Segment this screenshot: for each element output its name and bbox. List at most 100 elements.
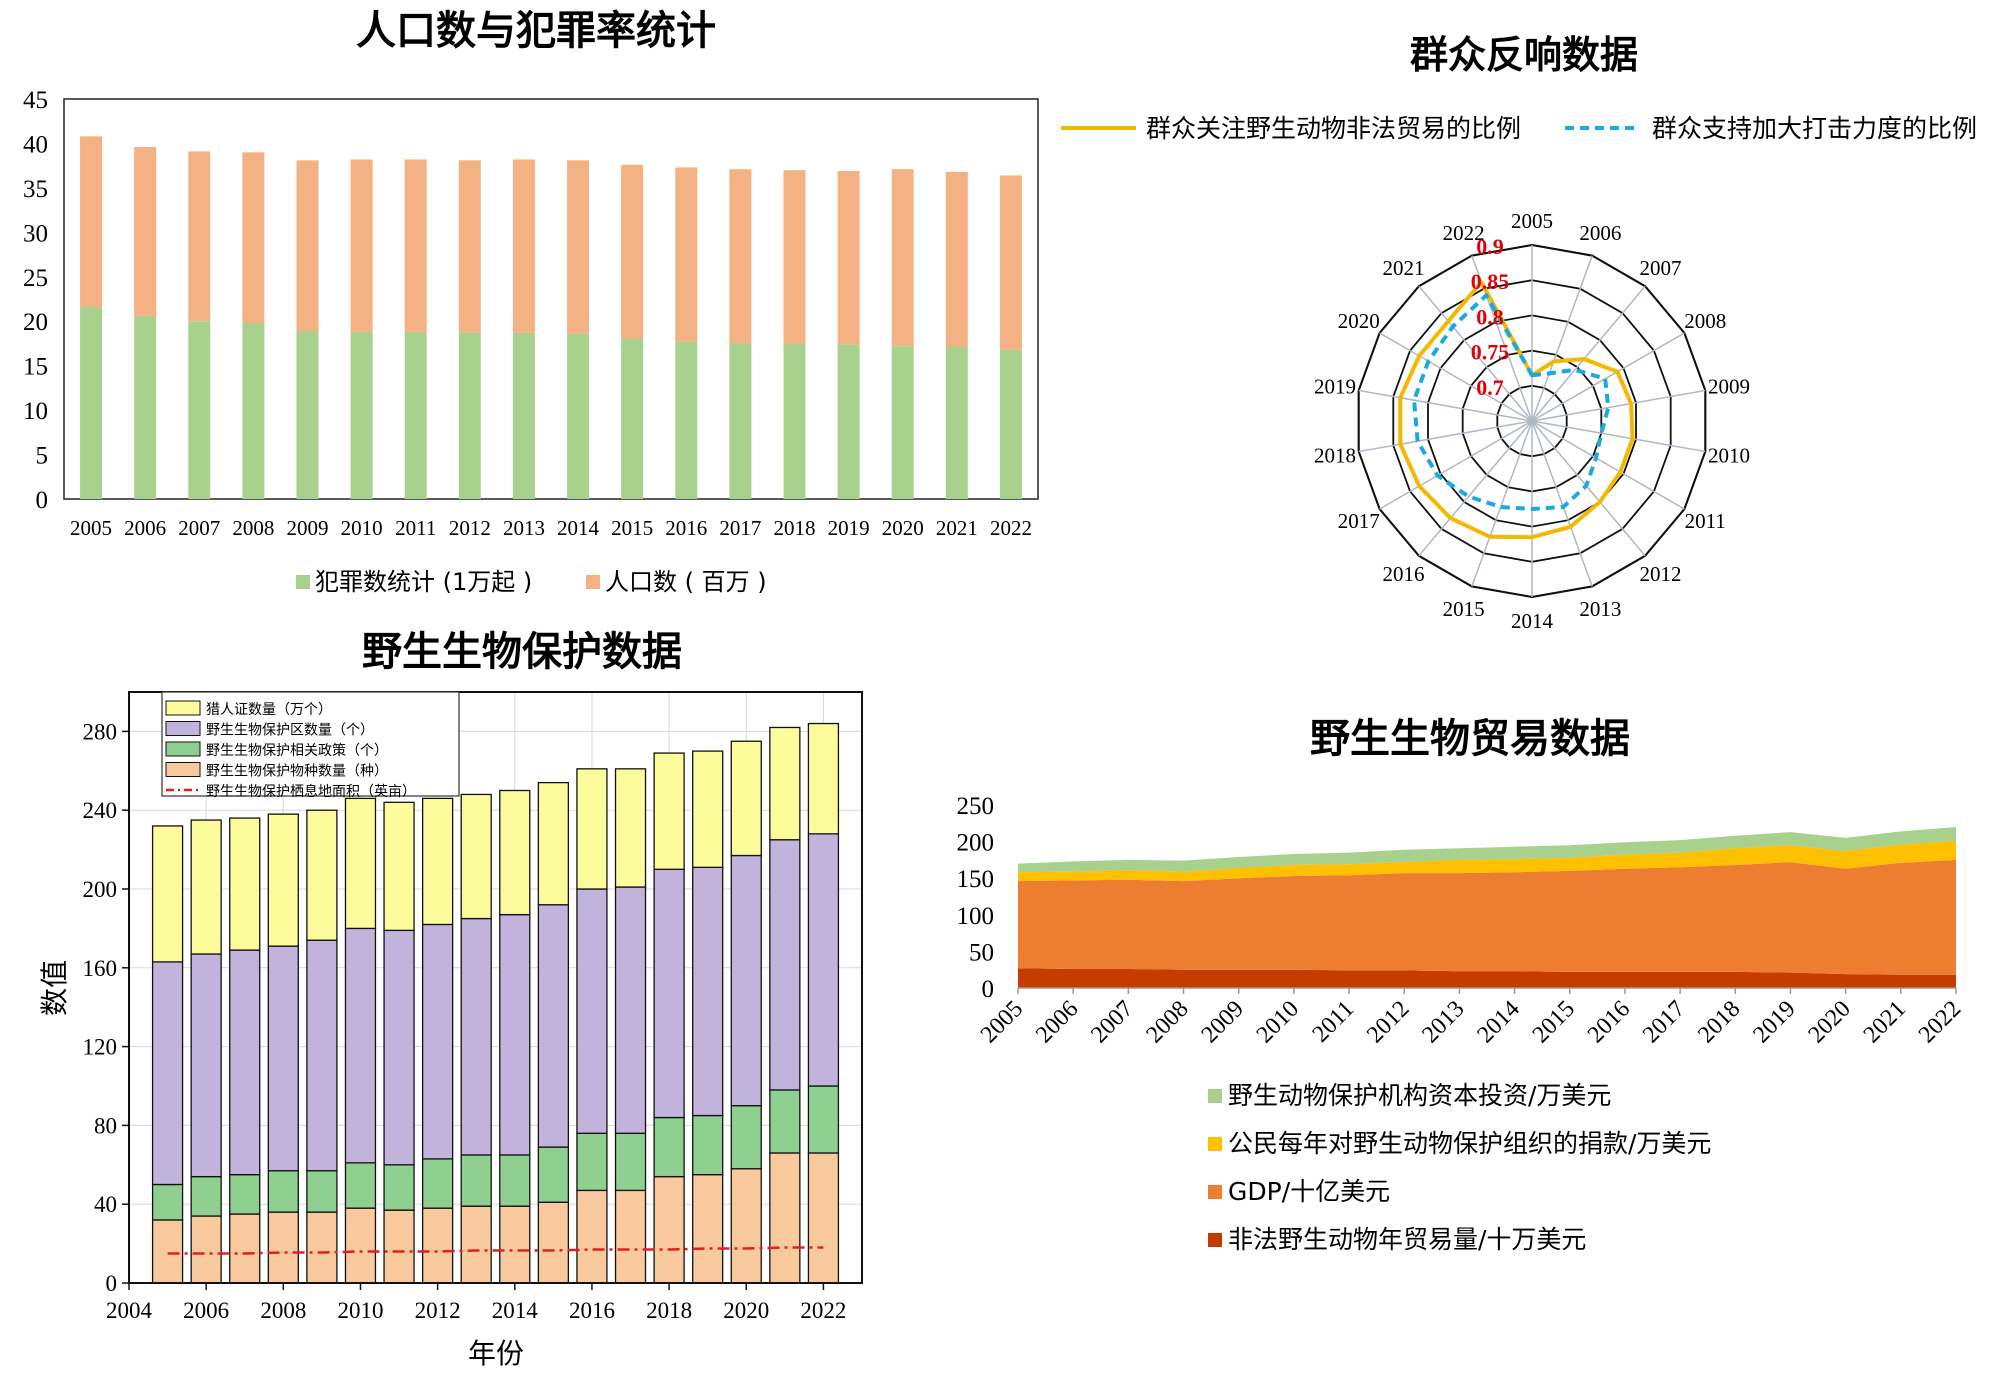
chart3-bar-policy — [151, 1183, 184, 1221]
chart1-bar-crime — [891, 346, 914, 499]
chart3-xtick-label: 2020 — [723, 1298, 769, 1323]
chart3-bar-species — [306, 1211, 338, 1284]
chart2-legend: 群众关注野生动物非法贸易的比例 群众支持加大打击力度的比例 — [1061, 114, 1977, 143]
chart2-axis-label: 2016 — [1382, 562, 1424, 586]
chart1-ytick-label: 10 — [23, 398, 48, 425]
chart3-bar-policy — [614, 1132, 647, 1192]
chart3-bar-species — [267, 1211, 299, 1284]
chart1-ytick-label: 0 — [36, 487, 49, 514]
chart2-spoke — [1531, 332, 1685, 422]
chart1-bar-population — [134, 147, 157, 316]
chart2-spoke — [1531, 420, 1593, 587]
chart3-title: 野生生物保护数据 — [362, 629, 682, 675]
chart3-bar-license — [229, 817, 261, 951]
chart2-spoke — [1531, 420, 1685, 510]
chart1-bar-crime — [783, 343, 806, 499]
chart2-axis-label: 2006 — [1579, 221, 1621, 245]
chart3-bar-license — [344, 797, 377, 930]
chart3-legend-swatch — [165, 762, 201, 777]
chart4-xtick-label: 2005 — [976, 996, 1028, 1048]
chart3-bar-license — [151, 825, 184, 963]
chart1-bar-population — [945, 171, 968, 347]
chart3-bar-reserve — [460, 917, 492, 1156]
chart1-bar-population — [404, 159, 427, 332]
chart3-ytick-label: 0 — [106, 1271, 118, 1296]
chart2-axis-label: 2021 — [1382, 256, 1424, 280]
chart1-xtick-label: 2007 — [178, 516, 220, 540]
chart3-bar-license — [692, 750, 724, 868]
chart3-bar-license — [460, 793, 492, 920]
chart2-ring-label: 0.9 — [1476, 234, 1504, 259]
chart4-xtick-label: 2019 — [1748, 996, 1800, 1048]
chart1-xtick-label: 2008 — [232, 516, 274, 540]
chart1-bar-population — [621, 164, 644, 339]
chart3-bar-reserve — [576, 888, 608, 1134]
chart2-axis-label: 2011 — [1685, 509, 1726, 533]
chart1-bar-crime — [621, 339, 644, 499]
chart1-bar-crime — [729, 343, 752, 499]
chart1-ytick-label: 20 — [23, 309, 48, 336]
chart3-bar-policy — [499, 1154, 531, 1207]
chart2-series-concern — [1398, 280, 1635, 540]
chart3-bar-license — [614, 768, 647, 888]
chart1-xtick-label: 2020 — [882, 516, 924, 540]
chart3-legend-label: 猎人证数量（万个） — [206, 702, 332, 718]
chart1-bar-crime — [242, 323, 265, 499]
chart1-bar-crime — [404, 331, 427, 499]
chart3-bar-species — [229, 1213, 261, 1284]
chart1-bar-population — [350, 159, 373, 332]
chart3-legend-box — [161, 691, 460, 797]
chart4-ytick-label: 100 — [957, 903, 995, 930]
chart3-bar-license — [537, 781, 570, 906]
chart3-bar-reserve — [344, 927, 377, 1164]
chart4-xtick-label: 2013 — [1417, 996, 1469, 1048]
chart1-bar-population — [80, 136, 103, 307]
chart1-xtick-label: 2021 — [936, 516, 978, 540]
chart2-series-support — [1412, 293, 1611, 511]
chart4-legend-swatch — [1208, 1185, 1222, 1199]
chart3-bar-species — [383, 1209, 415, 1284]
chart2-ring-label: 0.7 — [1476, 375, 1504, 400]
chart3-bar-policy — [344, 1162, 377, 1209]
chart3-bar-license — [306, 809, 338, 941]
chart3-bar-policy — [807, 1085, 840, 1154]
chart3-ytick-label: 160 — [83, 956, 118, 981]
chart3-xtick-label: 2018 — [646, 1298, 692, 1323]
chart1-legend-population: 人口数 ( 百万 ) — [605, 568, 767, 596]
chart3-ylabel: 数值 — [38, 960, 71, 1016]
chart4-ytick-label: 0 — [982, 976, 995, 1003]
chart4-legend-label: 公民每年对野生动物保护组织的捐款/万美元 — [1228, 1129, 1711, 1158]
chart4-ytick-label: 50 — [969, 939, 994, 966]
chart1-bar-population — [729, 169, 752, 344]
chart1-ytick-label: 25 — [23, 265, 48, 292]
chart1-xtick-label: 2012 — [449, 516, 491, 540]
chart3-bar-policy — [769, 1089, 801, 1154]
chart3-bar-species — [421, 1207, 454, 1284]
chart4-xtick-label: 2012 — [1362, 996, 1414, 1048]
chart3-bar-license — [653, 752, 685, 870]
chart1-bar-population — [242, 152, 265, 323]
chart3-bar-policy — [383, 1164, 415, 1211]
chart4-ytick-label: 250 — [957, 793, 995, 820]
chart3-bar-policy — [267, 1170, 299, 1213]
chart3-bar-policy — [576, 1132, 608, 1192]
chart4-xtick-label: 2010 — [1252, 996, 1304, 1048]
chart3-bar-species — [769, 1152, 801, 1284]
chart3-xtick-label: 2004 — [106, 1298, 153, 1323]
chart3-legend-swatch — [165, 721, 201, 736]
wildlife-trade-chart: 野生生物贸易数据 0 50 100 150 200 250 2005 2006 2007 2008… — [957, 716, 1967, 1254]
chart2-axis-label: 2020 — [1338, 309, 1380, 333]
chart1-bar-population — [567, 160, 590, 334]
chart4-xtick-label: 2011 — [1308, 996, 1360, 1048]
chart1-xtick-label: 2010 — [341, 516, 383, 540]
chart4-area-investment — [1018, 827, 1956, 873]
chart1-bar-population — [999, 175, 1022, 350]
chart3-xtick-label: 2008 — [260, 1298, 306, 1323]
chart4-legend-label: 非法野生动物年贸易量/十万美元 — [1228, 1225, 1586, 1254]
chart1-title: 人口数与犯罪率统计 — [356, 8, 716, 54]
chart3-plot-frame — [128, 691, 863, 1284]
chart3-ytick-label: 40 — [94, 1192, 117, 1217]
chart3-bar-species — [614, 1189, 647, 1284]
chart3-ytick-label: 280 — [83, 719, 118, 744]
